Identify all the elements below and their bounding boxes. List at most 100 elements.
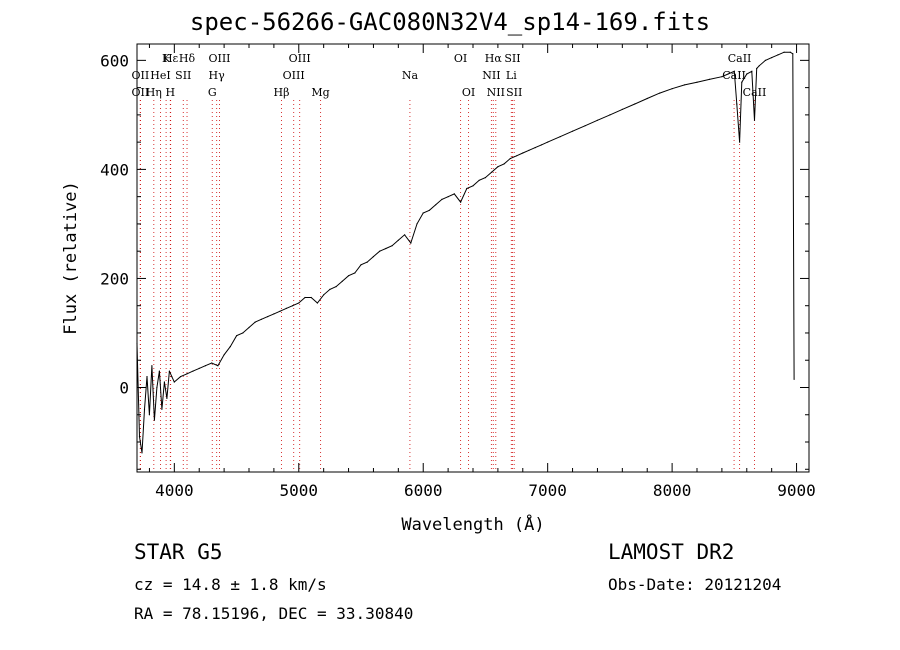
marker-label: CaII (728, 52, 752, 65)
y-tick-label: 0 (119, 378, 129, 397)
spectrum-point (153, 419, 155, 421)
x-tick-label: 6000 (404, 481, 443, 500)
object-class: STAR G5 (134, 540, 223, 564)
spectrum-point (316, 302, 318, 304)
spectrum-point (659, 92, 661, 94)
x-tick-label: 7000 (528, 481, 567, 500)
marker-label: OI (454, 52, 467, 65)
spectrum-point (466, 187, 468, 190)
spectrum-point (236, 335, 238, 337)
spectrum-point (217, 365, 219, 367)
spectrum-point (141, 452, 143, 454)
observation-date: Obs-Date: 20121204 (608, 575, 782, 594)
x-tick-label: 5000 (280, 481, 319, 500)
spectrum-point (354, 272, 356, 274)
spectrum-point (453, 193, 455, 195)
spectrum-point (335, 286, 337, 288)
spectrum-point (173, 381, 175, 383)
spectrum-point (503, 163, 505, 165)
marker-label: OI (462, 86, 475, 99)
spectrum-point (161, 408, 163, 410)
marker-label: OIII (208, 52, 230, 65)
marker-label: OII (132, 69, 150, 82)
spectrum-point (708, 78, 711, 80)
marker-label: HeI (150, 69, 170, 82)
y-tick-label: 600 (100, 51, 129, 70)
spectrum-point (360, 264, 362, 266)
marker-label: Hε (163, 52, 179, 65)
marker-label: Hη (146, 86, 162, 99)
spectrum-point (460, 201, 462, 203)
spectrum-point (789, 51, 791, 53)
marker-label: SII (175, 69, 191, 82)
spectrum-point (739, 141, 741, 143)
ra-dec-coordinates: RA = 78.15196, DEC = 33.30840 (134, 604, 414, 623)
spectrum-point (372, 256, 374, 258)
spectrum-point (254, 321, 256, 323)
spectrum-point (609, 114, 611, 116)
spectrum-point (441, 198, 443, 200)
x-axis-label: Wavelength (Å) (401, 513, 544, 535)
spectrum-point (671, 88, 673, 90)
spectrum-point (621, 108, 623, 110)
spectrum-point (777, 54, 779, 56)
spectrum-point (186, 373, 188, 375)
spectrum-point (198, 367, 200, 369)
y-tick-label: 200 (100, 269, 129, 288)
spectrum-point (223, 354, 225, 356)
marker-label: CaII (743, 86, 767, 99)
spectrum-point (721, 76, 723, 78)
spectrum-point (447, 196, 449, 198)
marker-label: Hβ (274, 86, 290, 99)
spectrum-point (478, 179, 480, 181)
spectrum-point (310, 296, 312, 299)
spectrum-point (138, 436, 141, 438)
spectrum-point (248, 326, 250, 329)
spectrum-point (733, 70, 735, 72)
spectrum-point (534, 147, 536, 149)
spectrum-point (746, 73, 748, 75)
spectrum-point (156, 386, 158, 389)
marker-label: OII (132, 86, 150, 99)
marker-label: OIII (283, 69, 305, 82)
spectrum-point (509, 157, 511, 160)
spectrum-point (171, 376, 173, 378)
spectrum-point (753, 119, 756, 121)
spectrum-point (379, 250, 381, 252)
spectrum-point (404, 234, 406, 236)
spectrum-point (329, 288, 331, 290)
marker-label: Hα (485, 52, 503, 65)
spectrum-point (484, 177, 486, 179)
marker-label: OIII (289, 52, 311, 65)
spectrum-point (646, 97, 648, 100)
spectrum-point (163, 381, 165, 383)
spectrum-point (584, 125, 586, 127)
axis-layer: 4000 5000 6000 7000 8000 9000 0 200 400 600 Wavele… (61, 43, 816, 535)
spectrum-point (391, 245, 393, 247)
spectrum-point (783, 51, 785, 53)
spectrum-point (158, 370, 160, 372)
marker-label: H (166, 86, 176, 99)
marker-label: SII (506, 86, 522, 99)
spectrum-point (348, 275, 350, 277)
x-tick-label: 8000 (653, 481, 692, 500)
spectrum-point (298, 302, 300, 304)
spectrum-point (292, 305, 294, 307)
spectrum-point (285, 307, 287, 309)
spectrum-point (211, 362, 213, 364)
redshift-cz: cz = 14.8 ± 1.8 km/s (134, 575, 327, 594)
spectrum-point (229, 346, 231, 348)
marker-label: Na (402, 69, 419, 82)
spectrum-point (736, 103, 738, 105)
spectrum-point (497, 166, 499, 168)
spectrum-point (764, 59, 767, 62)
spectrum-point (151, 365, 153, 367)
spectrum-point (516, 155, 518, 157)
spectrum-point (684, 84, 686, 86)
spectrum-point (696, 81, 698, 83)
spectrum-point (596, 119, 599, 121)
chart-title: spec-56266-GAC080N32V4_sp14-169.fits (189, 8, 711, 36)
spectrum-point (522, 152, 524, 154)
